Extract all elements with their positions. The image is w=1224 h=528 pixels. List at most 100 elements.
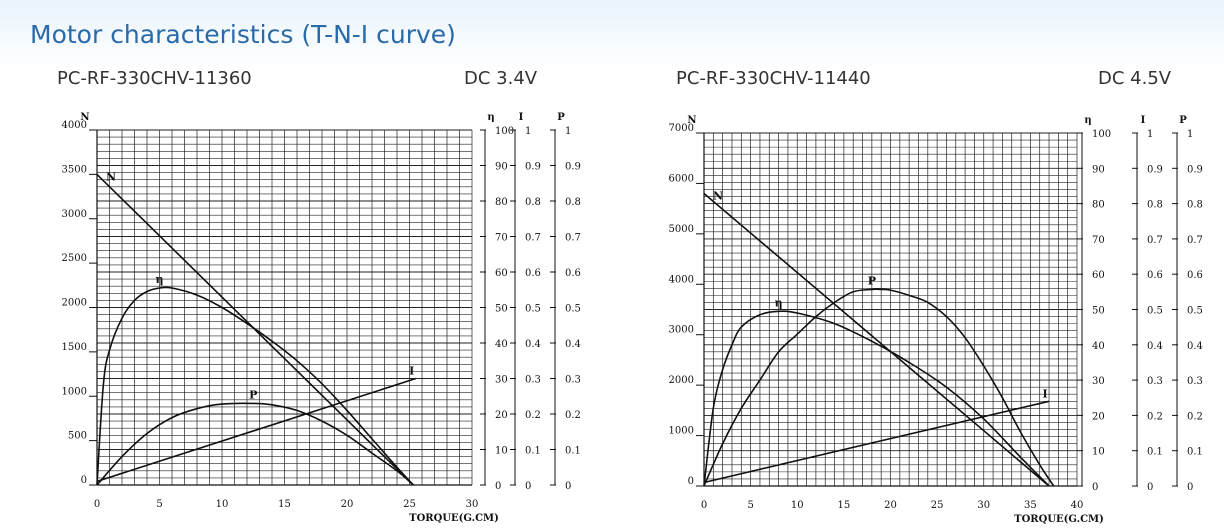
i-tick-label: 0.9 — [1147, 164, 1163, 175]
series-line-i — [703, 400, 1050, 484]
p-tick-label: 0.6 — [565, 268, 581, 279]
page-title: Motor characteristics (T-N-I curve) — [30, 20, 456, 49]
eta-tick-label: 100 — [1092, 129, 1111, 140]
eta-tick-label: 90 — [495, 162, 508, 173]
eta-tick-label: 40 — [1092, 341, 1105, 352]
i-axis-label: I — [1141, 115, 1146, 126]
p-tick-label: 0.3 — [1187, 376, 1203, 387]
eta-tick-label: 10 — [1092, 447, 1105, 458]
p-tick-label: 0.3 — [565, 375, 581, 386]
x-tick-label: 35 — [1024, 500, 1037, 511]
n-tick-label: 4000 — [62, 120, 87, 131]
p-tick-label: 0.9 — [565, 162, 581, 173]
x-axis-label: TORQUE(G.CM) — [1014, 514, 1104, 525]
series-label-p: P — [868, 274, 876, 287]
x-tick-label: 10 — [791, 500, 804, 511]
n-tick-label: 0 — [81, 475, 87, 486]
i-tick-label: 0.5 — [1147, 306, 1163, 317]
x-tick-label: 0 — [701, 500, 707, 511]
p-tick-label: 1 — [1187, 129, 1193, 140]
p-tick-label: 0.1 — [1187, 447, 1203, 458]
n-tick-label: 6000 — [669, 173, 694, 184]
series-line-i — [96, 377, 417, 483]
eta-axis-label: η — [1084, 115, 1091, 126]
n-tick-label: 1500 — [62, 342, 87, 353]
x-tick-label: 10 — [216, 499, 229, 510]
x-axis-label: TORQUE(G.CM) — [409, 513, 499, 524]
eta-tick-label: 80 — [495, 197, 508, 208]
eta-tick-label: 20 — [1092, 411, 1105, 422]
n-tick-label: 7000 — [669, 123, 694, 134]
i-tick-label: 0.1 — [525, 446, 541, 457]
eta-tick-label: 0 — [1092, 482, 1098, 493]
x-tick-label: 25 — [931, 500, 944, 511]
i-tick-label: 0 — [1147, 482, 1153, 493]
series-line-n — [703, 192, 1050, 487]
i-axis-label: I — [519, 112, 524, 123]
series-line-eta — [703, 310, 1050, 487]
p-tick-label: 0.2 — [565, 410, 581, 421]
eta-tick-label: 60 — [1092, 270, 1105, 281]
series-label-n: N — [713, 190, 723, 203]
p-tick-label: 0.6 — [1187, 270, 1203, 281]
i-tick-label: 0.3 — [525, 375, 541, 386]
n-tick-label: 3000 — [62, 209, 87, 220]
eta-tick-label: 40 — [495, 339, 508, 350]
eta-tick-label: 20 — [495, 410, 508, 421]
i-tick-label: 0 — [525, 481, 531, 492]
i-tick-label: 0.1 — [1147, 447, 1163, 458]
model-name: PC-RF-330CHV-11440 — [676, 68, 871, 89]
x-tick-label: 25 — [403, 499, 416, 510]
eta-tick-label: 50 — [1092, 306, 1105, 317]
i-tick-label: 0.6 — [525, 268, 541, 279]
x-tick-label: 0 — [94, 499, 100, 510]
p-tick-label: 0.8 — [1187, 200, 1203, 211]
series-line-p — [96, 402, 414, 486]
x-tick-label: 40 — [1071, 500, 1084, 511]
i-tick-label: 0.2 — [1147, 411, 1163, 422]
i-tick-label: 0.2 — [525, 410, 541, 421]
n-tick-label: 2000 — [62, 298, 87, 309]
series-line-p — [703, 288, 1055, 487]
p-axis-label: P — [1179, 115, 1187, 126]
p-axis-label: P — [557, 112, 565, 123]
eta-tick-label: 80 — [1092, 200, 1105, 211]
voltage-label: DC 4.5V — [1098, 68, 1172, 89]
i-tick-label: 1 — [525, 126, 531, 137]
i-tick-label: 0.4 — [1147, 341, 1163, 352]
p-tick-label: 0.8 — [565, 197, 581, 208]
model-name: PC-RF-330CHV-11360 — [57, 68, 252, 89]
n-tick-label: 5000 — [669, 224, 694, 235]
eta-tick-label: 60 — [495, 268, 508, 279]
x-tick-label: 15 — [278, 499, 291, 510]
n-tick-label: 500 — [68, 431, 87, 442]
p-tick-label: 0.5 — [1187, 306, 1203, 317]
p-tick-label: 0.1 — [565, 446, 581, 457]
eta-axis-label: η — [487, 112, 494, 123]
series-label-i: I — [409, 365, 414, 378]
n-axis-label: N — [80, 112, 89, 123]
i-tick-label: 0.7 — [1147, 235, 1163, 246]
series-label-eta: η — [775, 296, 783, 309]
eta-tick-label: 0 — [495, 481, 501, 492]
eta-tick-label: 90 — [1092, 164, 1105, 175]
n-tick-label: 1000 — [669, 426, 694, 437]
p-tick-label: 0.2 — [1187, 411, 1203, 422]
eta-tick-label: 70 — [495, 233, 508, 244]
eta-tick-label: 50 — [495, 304, 508, 315]
x-tick-label: 15 — [838, 500, 851, 511]
i-tick-label: 0.6 — [1147, 270, 1163, 281]
eta-tick-label: 30 — [495, 375, 508, 386]
chart-panel-1: PC-RF-330CHV-11360 DC 3.4V N 0 500 1000 1500… — [0, 68, 600, 528]
x-tick-label: 5 — [156, 499, 162, 510]
series-line-eta — [96, 286, 414, 486]
n-tick-label: 2500 — [62, 253, 87, 264]
eta-tick-label: 100 — [495, 126, 514, 137]
i-tick-label: 0.4 — [525, 339, 541, 350]
voltage-label: DC 3.4V — [464, 68, 538, 89]
i-tick-label: 0.8 — [1147, 200, 1163, 211]
grid — [703, 132, 1078, 487]
n-tick-label: 1000 — [62, 386, 87, 397]
x-tick-label: 30 — [977, 500, 990, 511]
